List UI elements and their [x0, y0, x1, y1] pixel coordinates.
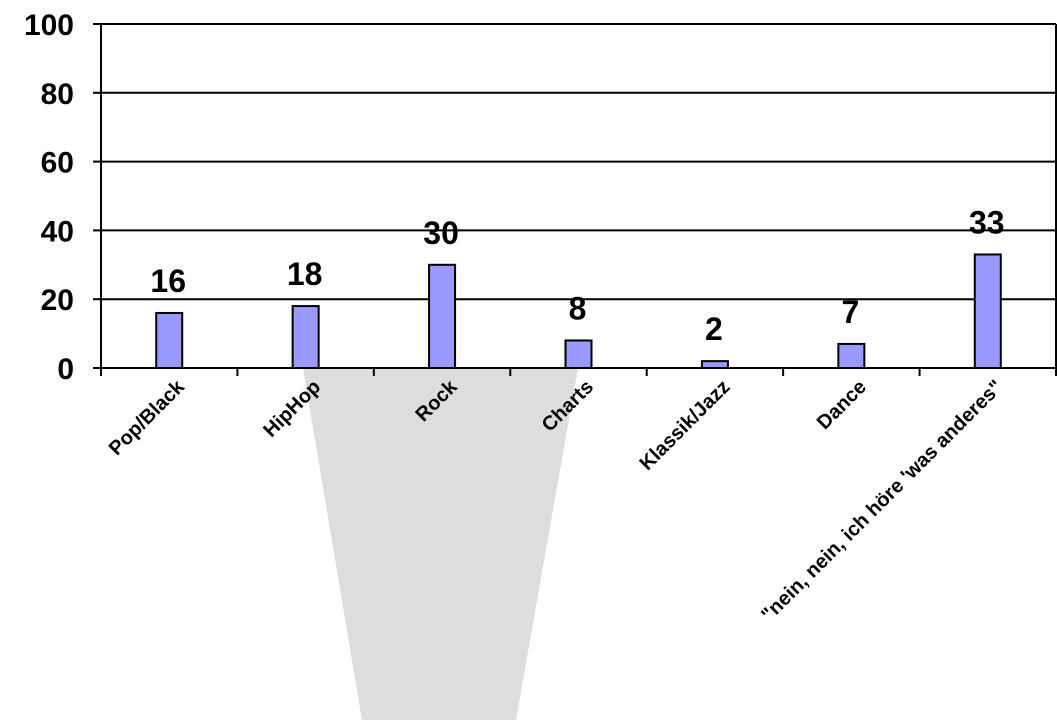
category-labels: Pop/Black HipHop Rock Charts Klassik/Jazz Dan…: [105, 375, 1008, 626]
gridlines: [101, 23, 1056, 301]
y-tick-label: 60: [41, 147, 74, 180]
bar: [428, 263, 457, 369]
data-labels: 16 18 30 8 2 7 33: [150, 204, 1004, 347]
y-tick-label: 100: [24, 9, 74, 42]
bar: [564, 339, 593, 370]
category-label: Dance: [813, 376, 871, 434]
axes: [93, 23, 1057, 376]
y-tick-label: 20: [41, 284, 74, 317]
category-label: Pop/Black: [105, 375, 190, 460]
bars: [155, 253, 1002, 370]
data-label: 7: [841, 294, 859, 330]
y-tick-label: 0: [57, 353, 74, 386]
data-label: 18: [287, 256, 323, 292]
y-tick-labels: 0 20 40 60 80 100: [24, 9, 74, 386]
data-label: 30: [423, 215, 459, 251]
data-label: 8: [569, 290, 587, 326]
category-label: "nein, nein, ich höre 'was anderes": [757, 376, 1007, 626]
bar: [700, 360, 729, 369]
bar: [837, 342, 866, 370]
data-label: 33: [969, 204, 1005, 240]
gray-overlay-shape: [303, 368, 578, 720]
bar: [291, 305, 320, 369]
y-tick-label: 80: [41, 78, 74, 111]
data-label: 2: [705, 311, 723, 347]
bar: [155, 311, 184, 369]
y-tick-label: 40: [41, 215, 74, 248]
bar: [973, 253, 1002, 369]
data-label: 16: [150, 263, 186, 299]
category-label: Klassik/Jazz: [636, 376, 735, 475]
